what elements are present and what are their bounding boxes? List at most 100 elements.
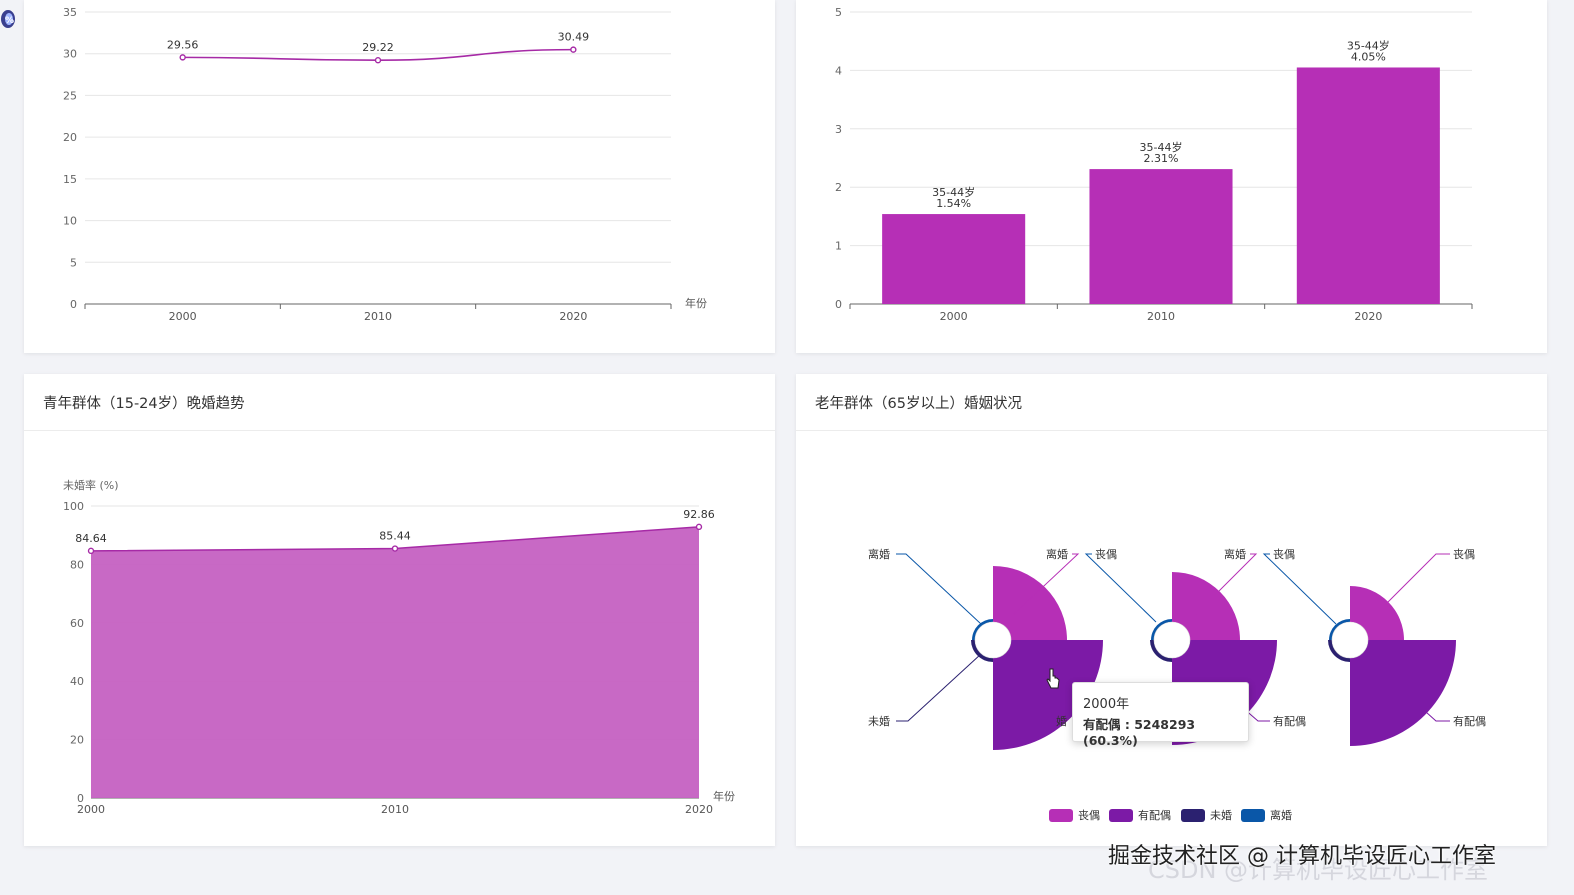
legend-label: 未婚 (1210, 808, 1232, 822)
data-label: 84.64 (75, 532, 107, 545)
data-point (179, 54, 186, 61)
legend-label: 离婚 (1270, 808, 1292, 822)
legend-swatch (1109, 809, 1133, 822)
rose-slice (993, 566, 1067, 640)
y-tick-label: 35 (63, 6, 77, 19)
rose-hole (1331, 621, 1369, 659)
y-tick-label: 80 (70, 558, 84, 571)
leader-line (1013, 553, 1080, 615)
x-axis-title: 年份 (713, 789, 735, 803)
chart-card-pie: 老年群体（65岁以上）婚姻状况 离婚 未婚 离婚 丧偶 离婚 丧偶 丧偶 有配偶 有配偶婚丧偶有… (796, 374, 1547, 846)
line-chart: 0 5 10 15 20 25 30 35 2000 2010 2020 年份 29.56 29.22 30… (63, 6, 707, 323)
y-tick-label: 0 (70, 298, 77, 311)
leader-line (1262, 553, 1337, 625)
chart-tooltip: 2000年 有配偶 : 5248293 (60.3%) (1072, 682, 1249, 748)
x-tick-label: 2020 (685, 803, 713, 816)
bar-value-label: 1.54% (936, 197, 971, 210)
rose-slice (1329, 619, 1350, 640)
data-point (695, 523, 703, 531)
chart-card-bar: 0 1 2 3 4 5 2000 35-44岁 1.54% 2010 35-44岁 2.31% 2020… (796, 0, 1547, 353)
y-tick-label: 1 (835, 240, 842, 253)
rose-slice (993, 640, 1103, 750)
slice-label: 离婚 (1046, 547, 1068, 561)
rose-hole (974, 621, 1012, 659)
x-tick-label: 2000 (77, 803, 105, 816)
x-tick-label: 2020 (1354, 310, 1382, 323)
slice-label: 有配偶 (1273, 714, 1306, 728)
watermark-ghost: CSDN @计算机毕设匠心工作室 (1148, 856, 1489, 884)
bar-group-label: 35-44岁 (1347, 38, 1390, 52)
y-tick-label: 25 (63, 89, 77, 102)
x-tick-label: 2020 (559, 310, 587, 323)
slice-label: 未婚 (868, 714, 890, 728)
leader-line (1195, 553, 1258, 615)
leader-line (896, 653, 982, 722)
app-logo-icon: % (1, 10, 15, 28)
y-tick-label: 40 (70, 675, 84, 688)
y-tick-label: 4 (835, 64, 842, 77)
slice-label: 有配偶 (1453, 714, 1486, 728)
panel-title: 老年群体（65岁以上）婚姻状况 (815, 396, 1022, 412)
slice-label: 丧偶 (1095, 548, 1117, 561)
slice-label: 丧偶 (1453, 548, 1475, 561)
y-tick-label: 0 (835, 298, 842, 311)
rose-slice (1150, 640, 1172, 662)
x-tick-label: 2010 (364, 310, 392, 323)
chart-card-area: 青年群体（15-24岁）晚婚趋势 0 20 40 60 80 100 未婚率 (%) 2000… (24, 374, 775, 846)
y-tick-label: 0 (77, 792, 84, 805)
rose-slice (1328, 640, 1350, 662)
slice-label: 离婚 (868, 547, 890, 561)
data-label: 92.86 (683, 508, 715, 521)
panel-divider (796, 430, 1547, 431)
bar-value-label: 4.05% (1351, 50, 1386, 63)
legend-label: 丧偶 (1078, 809, 1100, 822)
mouse-cursor-icon (1046, 668, 1060, 689)
y-tick-label: 3 (835, 123, 842, 136)
bar (1089, 169, 1233, 304)
svg-text:%: % (5, 16, 14, 26)
panel-divider (24, 430, 775, 431)
y-tick-label: 5 (70, 256, 77, 269)
legend-swatch (1049, 809, 1073, 822)
x-axis-title: 年份 (685, 296, 707, 310)
bar-group-label: 35-44岁 (1140, 140, 1183, 154)
x-tick-label: 2010 (381, 803, 409, 816)
leader-line (1385, 553, 1450, 605)
y-tick-label: 15 (63, 173, 77, 186)
slice-label: 离婚 (1224, 547, 1246, 561)
panel-title: 青年群体（15-24岁）晚婚趋势 (43, 396, 245, 412)
bar-value-label: 2.31% (1144, 152, 1179, 165)
data-point (374, 57, 382, 64)
y-tick-label: 2 (835, 181, 842, 194)
area-fill (91, 526, 699, 798)
rose-slice (1151, 619, 1172, 640)
rose-slice (1172, 572, 1240, 640)
rose-slice (972, 619, 993, 640)
rose-slice (1350, 640, 1456, 746)
data-point (87, 547, 95, 555)
data-label: 30.49 (558, 31, 590, 44)
data-label: 29.56 (167, 38, 199, 51)
rose-slice (971, 640, 993, 662)
y-tick-label: 20 (70, 734, 84, 747)
x-tick-label: 2010 (1147, 310, 1175, 323)
x-tick-label: 2000 (169, 310, 197, 323)
y-tick-label: 30 (63, 48, 77, 61)
legend-label: 有配偶 (1138, 808, 1171, 822)
tooltip-value: 有配偶 : 5248293 (60.3%) (1083, 717, 1196, 748)
leader-line (1084, 553, 1157, 623)
x-tick-label: 2000 (940, 310, 968, 323)
chart-card-line: 0 5 10 15 20 25 30 35 2000 2010 2020 年份 29.56 29.22 30… (24, 0, 775, 353)
slice-label: 婚 (1056, 714, 1067, 728)
y-tick-label: 100 (63, 500, 84, 513)
data-label: 29.22 (362, 41, 394, 54)
data-point (570, 46, 577, 53)
rose-slice (1350, 586, 1404, 640)
bar-chart: 012345200035-44岁1.54%201035-44岁2.31%2020… (835, 6, 1473, 323)
bar (882, 214, 1026, 304)
bar (1296, 67, 1440, 304)
leader-line (896, 553, 982, 625)
rose-hole (1153, 621, 1191, 659)
